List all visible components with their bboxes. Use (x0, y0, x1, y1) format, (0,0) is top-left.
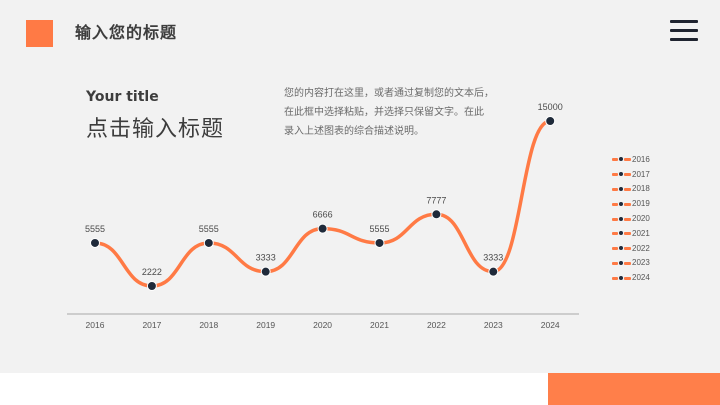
data-label: 7777 (426, 195, 446, 205)
description-line: 录入上述图表的综合描述说明。 (284, 126, 424, 137)
legend-label: 2020 (632, 214, 650, 224)
legend-line-marker-icon (612, 156, 632, 162)
legend-line-marker-icon (612, 245, 632, 251)
data-point (203, 237, 214, 248)
x-tick-label: 2019 (256, 320, 275, 330)
data-point (488, 266, 499, 277)
data-label: 2222 (142, 267, 162, 277)
x-tick-label: 2017 (142, 320, 161, 330)
legend-line-marker-icon (612, 260, 632, 266)
legend-label: 2016 (632, 154, 650, 164)
legend-line-marker-icon (612, 171, 632, 177)
page-title: 输入您的标题 (75, 23, 178, 42)
legend-item: 2024 (612, 270, 650, 285)
footer-accent-bar (548, 373, 720, 405)
description-text: 您的内容打在这里，或者通过复制您的文本后， 在此框中选择粘贴，并选择只保留文字。… (284, 84, 514, 141)
x-tick-label: 2024 (541, 320, 560, 330)
subtitle-cn: 点击输入标题 (86, 117, 225, 142)
legend-item: 2022 (612, 241, 650, 256)
data-label: 3333 (256, 253, 276, 263)
data-point (431, 209, 442, 220)
data-point (545, 116, 556, 126)
data-label: 5555 (369, 224, 389, 234)
data-point (374, 237, 385, 248)
data-point (317, 223, 328, 234)
data-line (93, 119, 552, 288)
data-label: 5555 (85, 224, 105, 234)
legend-line-marker-icon (612, 186, 632, 192)
footer-bar (0, 373, 548, 405)
data-label: 6666 (313, 210, 333, 220)
description-line: 在此框中选择粘贴，并选择只保留文字。在此 (284, 107, 484, 118)
legend-item: 2016 (612, 152, 650, 167)
legend-item: 2023 (612, 256, 650, 271)
x-tick-label: 2020 (313, 320, 332, 330)
legend-label: 2021 (632, 228, 650, 238)
legend-label: 2017 (632, 169, 650, 179)
legend-item: 2018 (612, 182, 650, 197)
legend-label: 2022 (632, 243, 650, 253)
legend-line-marker-icon (612, 230, 632, 236)
x-tick-label: 2016 (86, 320, 105, 330)
legend-label: 2023 (632, 258, 650, 268)
legend-line-marker-icon (612, 216, 632, 222)
x-tick-label: 2023 (484, 320, 503, 330)
hamburger-menu-icon[interactable] (668, 18, 700, 44)
data-label: 15000 (538, 102, 563, 112)
data-point (260, 266, 271, 277)
x-tick-label: 2021 (370, 320, 389, 330)
legend-item: 2021 (612, 226, 650, 241)
data-label: 3333 (483, 253, 503, 263)
data-point (146, 281, 157, 291)
legend-line-marker-icon (612, 201, 632, 207)
chart-legend: 2016 2017 2018 2019 2020 2021 2022 2023 2024 (612, 152, 650, 285)
subtitle-en: Your title (86, 89, 159, 105)
data-point (90, 237, 100, 248)
legend-label: 2018 (632, 184, 650, 194)
x-tick-label: 2018 (199, 320, 218, 330)
legend-label: 2019 (632, 199, 650, 209)
legend-item: 2019 (612, 196, 650, 211)
legend-line-marker-icon (612, 275, 632, 281)
legend-item: 2017 (612, 167, 650, 182)
header-accent-square (26, 20, 53, 47)
data-label: 5555 (199, 224, 219, 234)
description-line: 您的内容打在这里，或者通过复制您的文本后， (284, 88, 494, 99)
legend-label: 2024 (632, 273, 650, 283)
x-tick-label: 2022 (427, 320, 446, 330)
legend-item: 2020 (612, 211, 650, 226)
